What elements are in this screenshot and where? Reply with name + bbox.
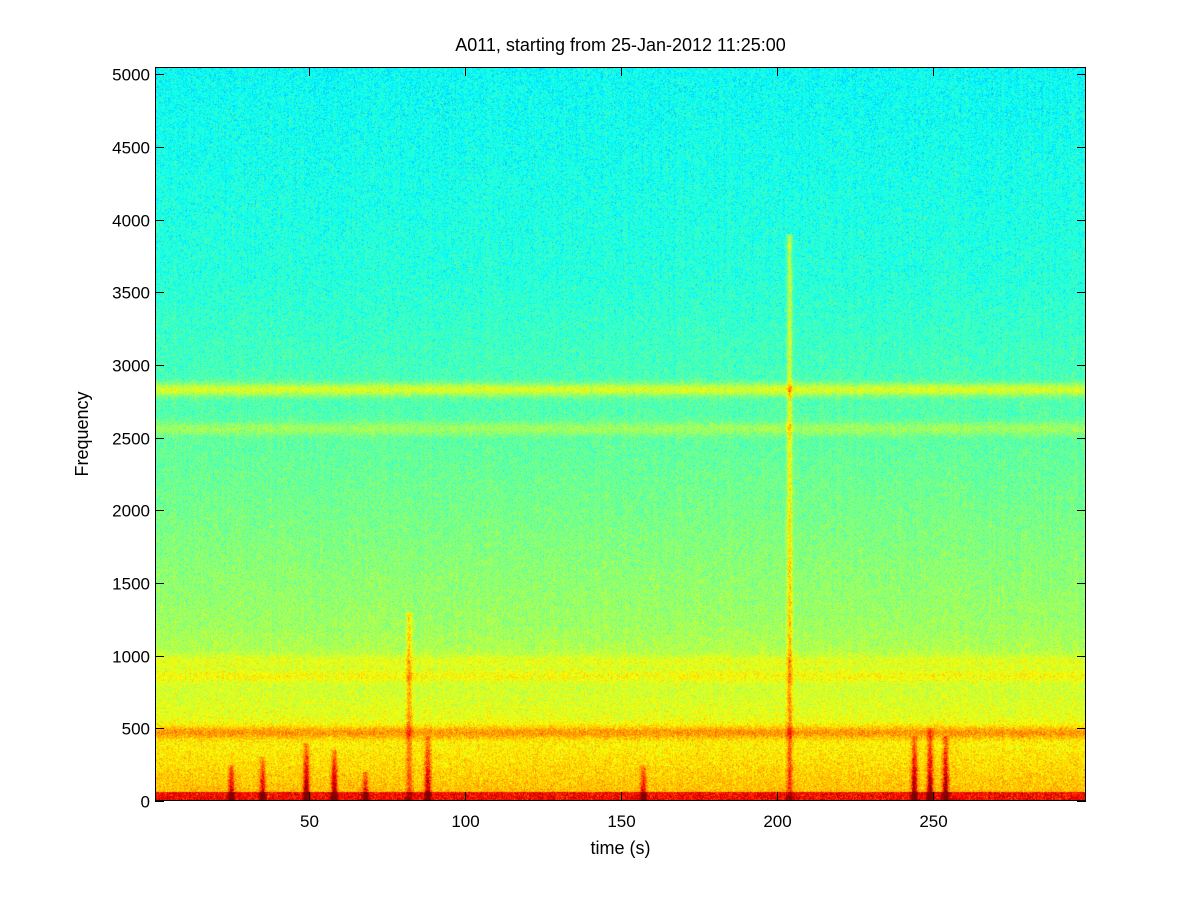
- spectrogram-image: [155, 67, 1086, 801]
- y-tick-label: 1500: [112, 575, 150, 594]
- x-tick-label: 100: [451, 812, 479, 831]
- y-tick-label: 500: [122, 720, 150, 739]
- plot-frame: [155, 67, 1086, 801]
- y-tick-label: 4500: [112, 139, 150, 158]
- x-tick-label: 150: [607, 812, 635, 831]
- y-tick-label: 3000: [112, 357, 150, 376]
- y-tick-label: 0: [141, 793, 150, 812]
- y-tick-label: 5000: [112, 66, 150, 85]
- chart-title: A011, starting from 25-Jan-2012 11:25:00: [455, 35, 786, 55]
- y-tick-label: 2500: [112, 430, 150, 449]
- x-axis-label: time (s): [591, 838, 651, 858]
- y-tick-label: 1000: [112, 648, 150, 667]
- x-tick-label: 50: [300, 812, 319, 831]
- y-axis: 0 500 1000 1500 2000 2500 3000 3500 4000 4500 5000: [112, 66, 1086, 812]
- y-tick-label: 3500: [112, 284, 150, 303]
- x-tick-label: 250: [919, 812, 947, 831]
- y-tick-label: 4000: [112, 212, 150, 231]
- y-tick-label: 2000: [112, 502, 150, 521]
- x-tick-label: 200: [763, 812, 791, 831]
- y-axis-label: Frequency: [72, 391, 92, 476]
- x-axis: 50 100 150 200 250: [300, 67, 948, 831]
